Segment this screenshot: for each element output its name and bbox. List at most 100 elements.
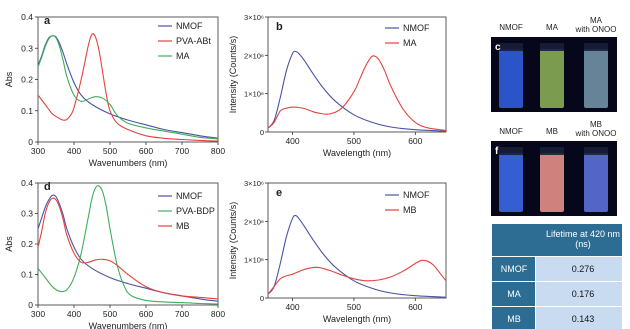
table-header-text: Lifetime at 420 nm — [546, 229, 620, 239]
x-tick-label: 300 — [31, 309, 45, 319]
photo-column-label: MB — [590, 120, 602, 129]
y-tick-label: 0.1 — [21, 270, 33, 280]
y-tick-label: 1×10⁶ — [244, 90, 264, 99]
panel-letter: c — [495, 42, 501, 53]
vial-cap — [499, 43, 523, 51]
vial-cap — [499, 147, 523, 155]
x-tick-label: 400 — [285, 136, 299, 146]
x-tick-label: 300 — [31, 146, 45, 156]
table-row-label-cell — [492, 307, 535, 329]
x-tick-label: 600 — [408, 136, 422, 146]
y-tick-label: 0 — [260, 294, 264, 303]
panel-letter: a — [44, 15, 51, 27]
x-tick-label: 500 — [103, 146, 117, 156]
x-tick-label: 600 — [139, 309, 153, 319]
table-row-value: 0.176 — [572, 289, 595, 299]
table-row-value: 0.143 — [572, 314, 595, 324]
vial — [584, 153, 608, 212]
chart-panel-d: 300 400 500 600 700 800 0 0.1 0.2 0.3 0.4 Wavenumbe… — [4, 178, 225, 329]
table-header-text: (ns) — [575, 239, 591, 249]
series-line-nmof — [268, 214, 446, 298]
y-tick-label: 0.4 — [21, 12, 33, 22]
y-tick-label: 2×10⁶ — [244, 51, 264, 60]
table-row-label: MA — [507, 289, 521, 299]
series-line-pva-bdp — [38, 185, 218, 305]
y-tick-label: 3×10⁶ — [244, 13, 264, 22]
photo-column-label: NMOF — [499, 23, 523, 32]
panel-letter: d — [44, 181, 51, 193]
y-axis-label: Intensity (Counts/s) — [228, 202, 238, 280]
x-tick-label: 700 — [175, 309, 189, 319]
x-axis-label: Wavelength (nm) — [323, 148, 391, 158]
legend-label: PVA-BDP — [176, 206, 215, 216]
photo-column-label: with ONOO — [575, 25, 617, 34]
photo-column-label: MA — [590, 16, 603, 25]
legend-label: PVA-ABt — [176, 36, 211, 46]
x-axis-label: Wavenumbers (nm) — [89, 158, 168, 168]
table-row-value-cell — [536, 282, 622, 306]
vial-cap — [584, 43, 608, 51]
x-tick-label: 400 — [285, 302, 299, 312]
table-row-value-cell — [536, 307, 622, 329]
vial — [540, 153, 564, 212]
y-axis-label: Intensity (Counts/s) — [228, 36, 238, 114]
plot-frame — [267, 182, 447, 299]
y-axis-label: Abs — [4, 236, 14, 252]
x-tick-label: 800 — [211, 146, 225, 156]
panel-letter: f — [495, 146, 499, 157]
y-tick-label: 0.4 — [21, 178, 33, 188]
lifetime-table: Lifetime at 420 nm(ns) NMOF 0.276 MA 0.176 MB… — [492, 224, 622, 329]
y-tick-label: 0.3 — [21, 43, 33, 53]
vial — [584, 49, 608, 108]
series-line-nmof — [38, 35, 218, 139]
legend-label: NMOF — [176, 191, 203, 201]
table-header-row — [492, 224, 622, 256]
vial-cap — [540, 147, 564, 155]
x-tick-label: 800 — [211, 309, 225, 319]
legend-label: NMOF — [403, 190, 430, 200]
y-axis-label: Abs — [4, 71, 14, 87]
photo-column-label: MA — [546, 23, 559, 32]
chart-panel-a: 300 400 500 600 700 800 0 0.1 0.2 0.3 0.4 Wavenumbe… — [4, 12, 225, 168]
legend-label: MB — [403, 205, 417, 215]
x-tick-label: 600 — [408, 302, 422, 312]
plot-frame — [267, 16, 447, 133]
legend-label: NMOF — [176, 21, 203, 31]
x-tick-label: 500 — [347, 136, 361, 146]
legend-label: MB — [176, 221, 190, 231]
x-tick-label: 600 — [139, 146, 153, 156]
x-tick-label: 400 — [67, 309, 81, 319]
y-tick-label: 0 — [28, 137, 33, 147]
table-row-label-cell — [492, 257, 535, 281]
vial — [540, 49, 564, 108]
y-tick-label: 1×10⁶ — [244, 256, 264, 265]
photo-column-label: NMOF — [499, 127, 523, 136]
photo-column-label: with ONOO — [575, 129, 617, 138]
y-tick-label: 0.2 — [21, 239, 33, 249]
y-tick-label: 0.3 — [21, 209, 33, 219]
x-tick-label: 400 — [67, 146, 81, 156]
series-line-ma — [268, 55, 446, 132]
table-row-label-cell — [492, 282, 535, 306]
chart-panel-b: 400 500 600 0 1×10⁶ 2×10⁶ 3×10⁶ Wavelength (nm)… — [228, 13, 447, 158]
y-tick-label: 0.1 — [21, 106, 33, 116]
panel-letter: e — [276, 187, 282, 199]
x-tick-label: 500 — [347, 302, 361, 312]
x-tick-label: 700 — [175, 146, 189, 156]
table-row-label: NMOF — [501, 264, 528, 274]
vial — [499, 153, 523, 212]
table-row-value: 0.276 — [572, 264, 595, 274]
series-line-mb — [38, 197, 218, 300]
series-line-mb — [268, 259, 446, 295]
y-tick-label: 0 — [260, 128, 264, 137]
legend-label: MA — [176, 51, 190, 61]
legend-label: MA — [403, 38, 417, 48]
y-tick-label: 0.2 — [21, 75, 33, 85]
series-line-pva-abt — [38, 33, 218, 142]
table-row-label: MB — [507, 314, 521, 324]
legend-label: NMOF — [403, 23, 430, 33]
y-tick-label: 3×10⁶ — [244, 179, 264, 188]
panel-letter: b — [276, 21, 283, 33]
